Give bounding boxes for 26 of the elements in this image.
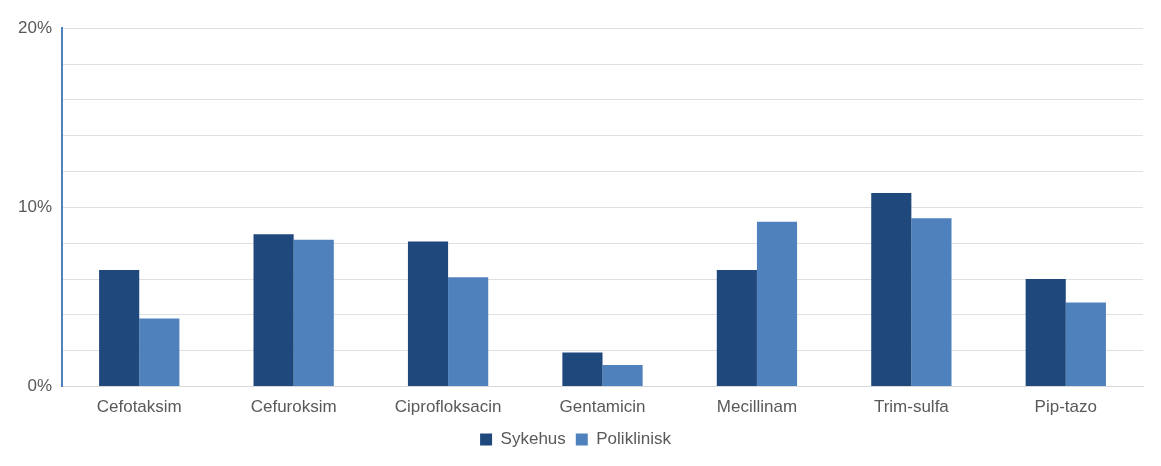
- bar: [139, 318, 180, 387]
- x-tick-label: Ciprofloksacin: [394, 397, 502, 417]
- x-tick-label: Cefuroksim: [250, 397, 337, 417]
- legend-label: Sykehus: [500, 429, 566, 449]
- bar: [99, 270, 140, 387]
- y-tick-label: 0%: [27, 376, 53, 396]
- x-tick-label: Mecillinam: [716, 397, 798, 417]
- bar: [253, 234, 294, 387]
- bar: [407, 241, 449, 387]
- bar: [911, 218, 952, 387]
- bar: [871, 193, 912, 387]
- bar: [293, 239, 334, 387]
- x-tick-label: Pip-tazo: [1034, 397, 1097, 417]
- x-tick-label: Cefotaksim: [96, 397, 182, 417]
- bar: [602, 365, 643, 387]
- legend-label: Poliklinisk: [596, 429, 672, 449]
- bar: [448, 277, 489, 387]
- bar: [756, 221, 798, 387]
- bar: [1025, 279, 1066, 387]
- x-tick-label: Trim-sulfa: [873, 397, 950, 417]
- bar: [562, 352, 603, 387]
- bar: [716, 270, 757, 387]
- y-tick-label: 20%: [17, 17, 53, 37]
- bar: [1065, 302, 1106, 387]
- x-tick-label: Gentamicin: [559, 397, 646, 417]
- y-tick-label: 10%: [17, 197, 53, 217]
